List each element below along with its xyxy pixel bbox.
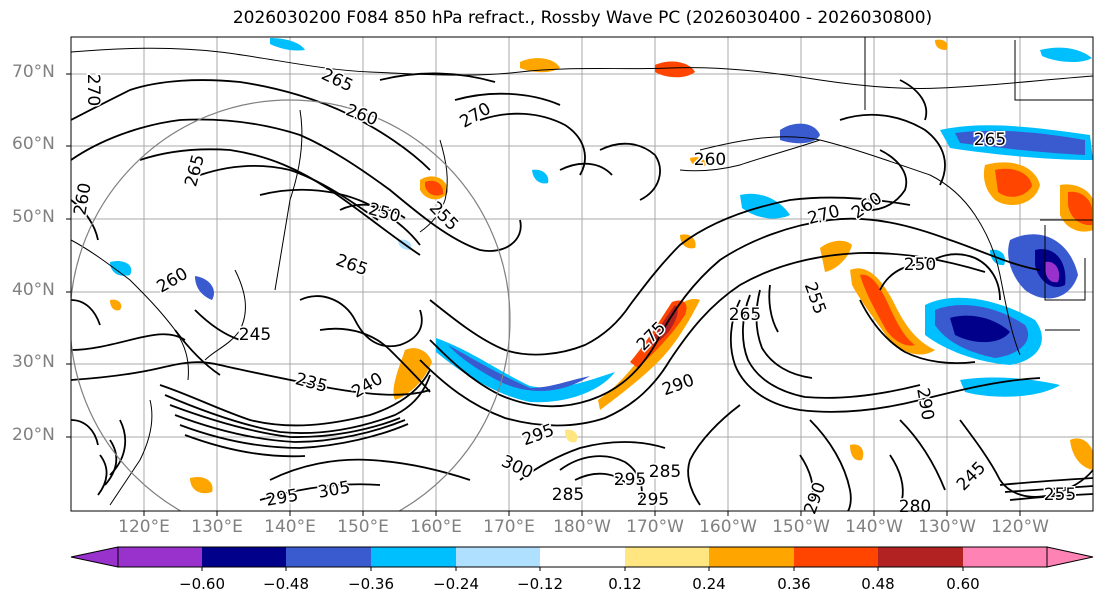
great-circle-arc: [71, 99, 511, 511]
colorbar-tick-label: 0.60: [946, 575, 980, 593]
lon-label: 180°W: [553, 517, 611, 537]
colorbar-bin: [963, 547, 1047, 567]
lon-label: 160°E: [410, 517, 462, 537]
colorbar-tick-label: 0.48: [861, 575, 895, 593]
contour-label: 285: [552, 485, 584, 505]
colorbar-tick-label: 0.36: [777, 575, 811, 593]
colorbar-extend-high: [1046, 546, 1094, 568]
colorbar-extend-low: [70, 546, 119, 568]
lat-label: 30°N: [12, 352, 55, 372]
colorbar-bin: [118, 547, 202, 567]
contour-label: 265: [729, 305, 761, 325]
lon-label: 120°E: [118, 517, 170, 537]
colorbar-tick-label: −0.12: [517, 575, 563, 593]
colorbar: [70, 546, 1094, 571]
colorbar-bin: [878, 547, 963, 567]
lon-label: 170°W: [626, 517, 684, 537]
lat-ticks: [66, 73, 71, 438]
colorbar-bin: [371, 547, 456, 567]
map-title: 2026030200 F084 850 hPa refract., Rossby…: [232, 8, 933, 28]
coastlines: [71, 37, 1093, 506]
colorbar-bin: [456, 547, 540, 567]
colorbar-tick-label: 0.24: [692, 575, 726, 593]
contour-label: 295: [614, 470, 646, 490]
colorbar-bin: [625, 547, 709, 567]
colorbar-outline: [117, 546, 1048, 568]
contour-label: 285: [649, 462, 681, 482]
lon-label: 150°E: [337, 517, 389, 537]
lon-label: 170°E: [483, 517, 535, 537]
refractive-contours: [71, 72, 1093, 511]
contour-label: 245: [239, 325, 271, 345]
lat-label: 20°N: [12, 425, 55, 445]
contour-label: 260: [694, 150, 726, 170]
lat-label: 50°N: [12, 207, 55, 227]
lon-label: 120°W: [991, 517, 1049, 537]
contour-label: 280: [899, 497, 931, 517]
lon-label: 130°E: [191, 517, 243, 537]
colorbar-bin: [540, 547, 625, 567]
colorbar-tick-label: −0.36: [348, 575, 394, 593]
colorbar-bin: [709, 547, 794, 567]
colorbar-tick-label: −0.48: [263, 575, 309, 593]
contour-label: 295: [637, 490, 669, 510]
lon-ticks: [143, 511, 1021, 516]
lon-label: 150°W: [772, 517, 830, 537]
colorbar-bin: [794, 547, 878, 567]
colorbar-tick-label: 0.12: [608, 575, 642, 593]
colorbar-tick-label: −0.24: [433, 575, 479, 593]
lon-label: 130°W: [918, 517, 976, 537]
lon-label: 140°W: [845, 517, 903, 537]
colorbar-bin: [286, 547, 371, 567]
contour-label: 270: [83, 74, 103, 106]
lat-label: 70°N: [12, 62, 55, 82]
contour-label: 250: [904, 255, 936, 275]
colorbar-bin: [202, 547, 286, 567]
lat-label: 60°N: [12, 134, 55, 154]
contour-label: 265: [974, 130, 1006, 150]
colorbar-tick-label: −0.60: [179, 575, 225, 593]
lon-label: 140°E: [264, 517, 316, 537]
contour-label: 255: [1044, 485, 1076, 505]
lon-label: 160°W: [699, 517, 757, 537]
lat-label: 40°N: [12, 280, 55, 300]
